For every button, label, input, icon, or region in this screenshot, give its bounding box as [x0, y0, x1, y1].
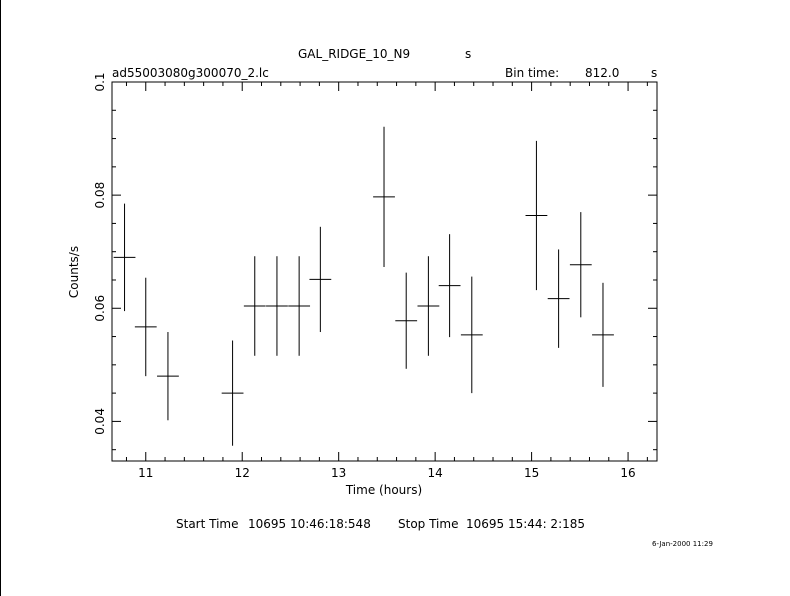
y-tick-label: 0.1 [93, 72, 107, 91]
file-name: ad55003080g300070_2.lc [112, 66, 269, 80]
x-tick-label: 12 [235, 466, 250, 480]
chart-title: GAL_RIDGE_10_N9 [298, 47, 411, 61]
bin-time-unit: s [651, 66, 658, 80]
x-tick-label: 11 [138, 466, 153, 480]
x-tick-label: 15 [524, 466, 539, 480]
plot-timestamp: 6-Jan-2000 11:29 [652, 540, 713, 548]
data-point [221, 340, 244, 446]
data-point [547, 249, 570, 348]
x-tick-label: 14 [428, 466, 443, 480]
data-point [266, 256, 288, 356]
axis-ticks [112, 81, 657, 461]
data-point [113, 203, 136, 312]
data-point [525, 140, 548, 291]
x-axis-label: Time (hours) [345, 483, 422, 497]
window-left-edge [0, 0, 1, 596]
plot-frame [111, 81, 658, 462]
axis-tick-labels: 11 12 13 14 15 16 0.04 0.06 0.08 0.1 [93, 72, 636, 480]
data-point [438, 234, 461, 338]
data-point [309, 226, 332, 333]
data-point [134, 277, 157, 377]
y-axis-label: Counts/s [67, 246, 81, 298]
data-point [288, 256, 311, 356]
stop-time-value: 10695 15:44: 2:185 [466, 517, 586, 531]
stop-time-label: Stop Time [398, 517, 459, 531]
y-tick-label: 0.04 [93, 408, 107, 435]
bin-time-value: 812.0 [585, 66, 620, 80]
data-point [417, 256, 440, 356]
data-point [592, 282, 614, 387]
start-time-label: Start Time [176, 517, 239, 531]
start-time-value: 10695 10:46:18:548 [248, 517, 371, 531]
data-point [460, 276, 483, 394]
data-point [157, 332, 179, 421]
data-point [395, 272, 418, 369]
data-point [243, 256, 266, 356]
data-points [113, 126, 614, 446]
data-point [373, 126, 395, 267]
bin-time-label: Bin time: [505, 66, 560, 80]
x-tick-label: 16 [620, 466, 635, 480]
data-point [569, 212, 592, 318]
y-tick-label: 0.08 [93, 182, 107, 209]
y-tick-label: 0.06 [93, 295, 107, 322]
x-tick-label: 13 [331, 466, 346, 480]
chart-title-unit: s [465, 47, 472, 61]
